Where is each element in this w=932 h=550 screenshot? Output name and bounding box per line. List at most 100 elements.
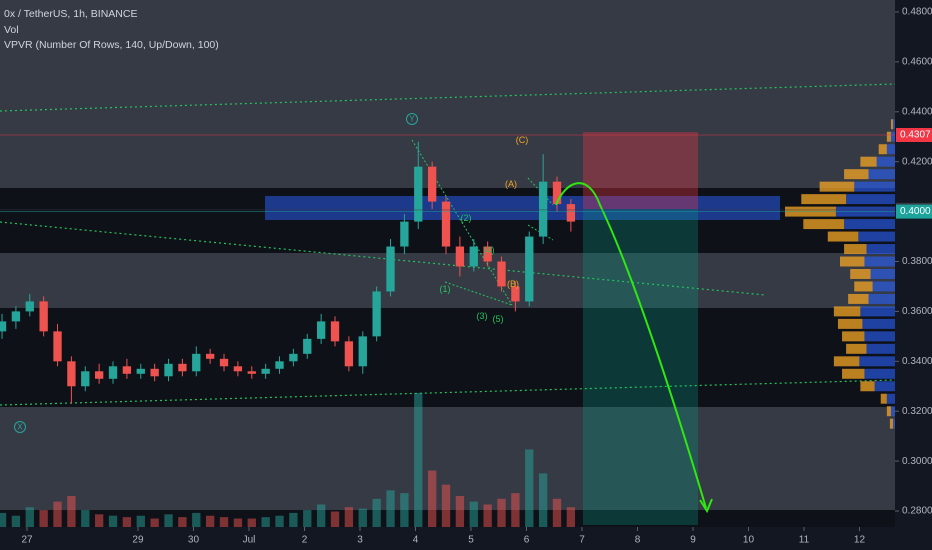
header-vpvr: VPVR (Number Of Rows, 140, Up/Down, 100) <box>4 39 219 51</box>
volume-bar <box>525 449 534 527</box>
wave-label: Y <box>409 115 415 124</box>
candle-body <box>330 321 340 342</box>
stop-box <box>583 132 698 209</box>
x-tick-label: 10 <box>743 535 755 546</box>
profile-up <box>864 368 895 379</box>
candle-body <box>94 371 104 379</box>
y-tick-label: 0.3000 <box>902 456 932 467</box>
candle-body <box>552 181 562 205</box>
volume-bar <box>330 511 340 527</box>
trend-line <box>0 221 766 296</box>
volume-bar <box>67 495 76 527</box>
wave-line <box>527 224 554 241</box>
candle-body <box>192 353 201 372</box>
profile-up <box>892 119 895 130</box>
volume-bar <box>164 514 173 527</box>
x-tick-label: Jul <box>243 535 256 546</box>
plot-bg <box>0 0 895 527</box>
x-tick-label: 9 <box>690 535 696 546</box>
volume-bar <box>25 507 34 527</box>
x-tick-label: 12 <box>854 535 866 546</box>
profile-up <box>886 144 895 155</box>
profile-up <box>864 331 895 342</box>
volume-bar <box>136 515 145 527</box>
volume-bar <box>469 501 478 527</box>
profile-up <box>876 156 895 167</box>
profile-down <box>854 281 873 292</box>
candle-body <box>0 321 7 332</box>
price-badge <box>896 127 932 142</box>
target-box <box>583 209 698 525</box>
profile-down <box>842 368 865 379</box>
volume-bar <box>552 498 562 527</box>
profile-up <box>890 406 895 417</box>
wave-label: (3) <box>477 311 488 321</box>
arrow-head <box>699 498 713 514</box>
profile-down <box>880 393 887 404</box>
volume-bar <box>205 515 215 527</box>
candle-body <box>289 353 298 362</box>
profile-down <box>833 356 860 367</box>
wave-label: (5) <box>493 314 504 324</box>
candle-body <box>372 291 381 337</box>
profile-down <box>840 256 865 267</box>
candle-body <box>108 366 118 379</box>
price-label: 0.4000 <box>900 206 931 217</box>
x-tick-label: 4 <box>413 535 419 546</box>
candle-body <box>247 371 256 374</box>
wave-circle <box>14 421 26 433</box>
y-tick-label: 0.3800 <box>902 256 932 267</box>
x-tick-label: 3 <box>357 535 363 546</box>
candle-body <box>469 246 478 267</box>
wave-label: (1) <box>440 284 451 294</box>
volume-bar <box>81 510 90 527</box>
profile-up <box>868 293 895 304</box>
volume-bar <box>150 518 159 527</box>
y-tick-label: 0.2800 <box>902 506 932 517</box>
volume-bar <box>122 517 132 527</box>
profile-up <box>859 356 895 367</box>
candle-body <box>81 371 90 387</box>
candle-body <box>67 361 76 387</box>
volume-bar <box>247 518 256 527</box>
profile-up <box>886 393 895 404</box>
y-tick-label: 0.4400 <box>902 106 932 117</box>
y-tick-label: 0.3400 <box>902 356 932 367</box>
profile-down <box>827 231 859 242</box>
profile-down <box>819 181 855 192</box>
candle-body <box>414 166 423 222</box>
volume-bar <box>11 515 21 527</box>
candle-body <box>427 166 437 202</box>
volume-bar <box>483 504 492 527</box>
wave-label: (2) <box>461 213 472 223</box>
volume-bar <box>289 512 298 527</box>
profile-down <box>886 406 891 417</box>
candle-body <box>205 353 215 359</box>
x-tick-label: 6 <box>524 535 530 546</box>
volume-bar <box>538 473 548 527</box>
profile-up <box>854 181 895 192</box>
profile-up <box>860 306 895 317</box>
volume-bar <box>386 490 395 527</box>
candle-body <box>344 341 354 367</box>
profile-down <box>860 381 875 392</box>
profile-down <box>878 144 887 155</box>
candle-body <box>53 331 62 362</box>
profile-up <box>866 244 895 255</box>
profile-down <box>846 343 867 354</box>
price-axis <box>895 0 932 550</box>
profile-up <box>892 418 895 429</box>
candle-body <box>566 204 576 222</box>
x-tick-label: 11 <box>799 535 810 546</box>
profile-down <box>850 268 871 279</box>
volume-bar <box>511 493 520 527</box>
profile-up <box>872 281 895 292</box>
volume-bar <box>358 508 367 527</box>
wave-circle <box>406 113 418 125</box>
profile-down <box>842 331 865 342</box>
candle-body <box>441 201 451 247</box>
candle-body <box>386 246 395 292</box>
volume-bar <box>39 510 48 527</box>
candle-body <box>455 246 465 267</box>
candle-body <box>178 363 187 372</box>
